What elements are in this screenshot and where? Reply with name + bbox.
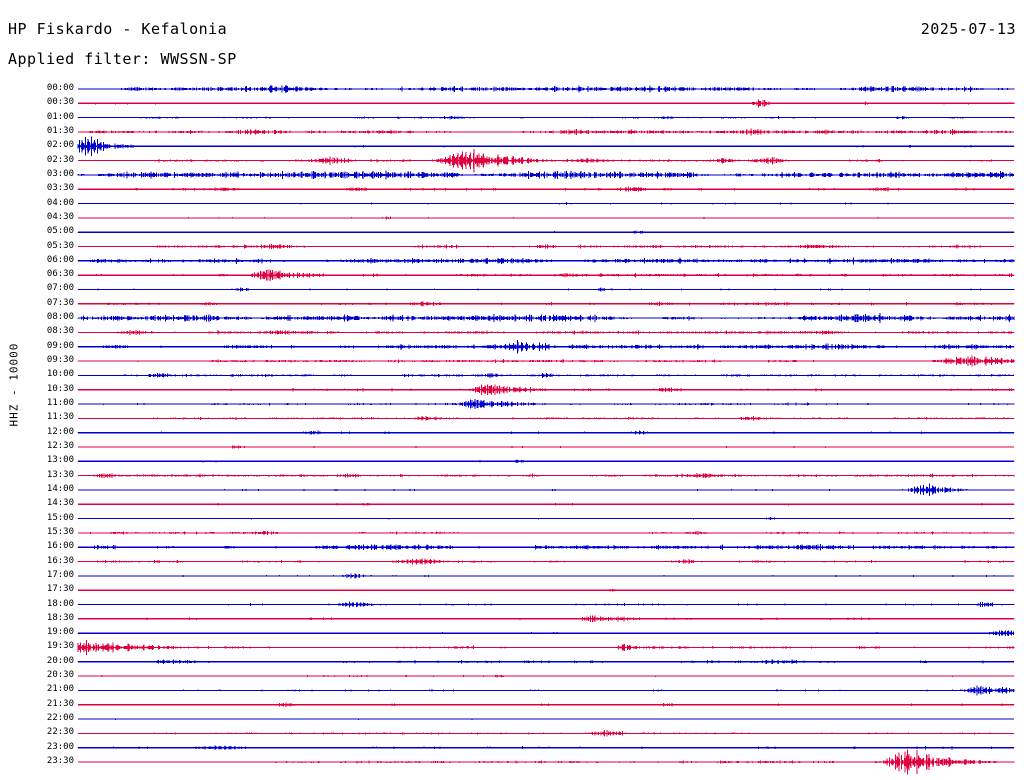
- time-tick-label: 14:00: [46, 483, 74, 494]
- time-tick-label: 16:00: [46, 541, 74, 552]
- time-tick-label: 21:00: [46, 684, 74, 695]
- time-axis-labels: 00:00 00:30 01:00 01:30 02:00 02:30 03:00 03:30…: [24, 78, 74, 778]
- time-tick-label: 23:00: [46, 741, 74, 752]
- time-tick-label: 14:30: [46, 498, 74, 509]
- time-tick-label: 16:30: [46, 555, 74, 566]
- time-tick-label: 09:00: [46, 340, 74, 351]
- time-tick-label: 05:30: [46, 240, 74, 251]
- time-tick-label: 12:00: [46, 426, 74, 437]
- time-tick-label: 15:30: [46, 526, 74, 537]
- time-tick-label: 03:00: [46, 168, 74, 179]
- time-tick-label: 03:30: [46, 183, 74, 194]
- time-tick-label: 13:00: [46, 455, 74, 466]
- page-title: HP Fiskardo - Kefalonia: [8, 20, 228, 38]
- time-tick-label: 20:00: [46, 655, 74, 666]
- time-tick-label: 11:30: [46, 412, 74, 423]
- time-tick-label: 01:30: [46, 125, 74, 136]
- time-tick-label: 06:00: [46, 254, 74, 265]
- applied-filter-label: Applied filter: WWSSN-SP: [8, 50, 237, 68]
- time-tick-label: 23:30: [46, 756, 74, 767]
- time-tick-label: 10:30: [46, 383, 74, 394]
- time-tick-label: 15:00: [46, 512, 74, 523]
- seismic-traces: [77, 85, 1015, 775]
- time-tick-label: 21:30: [46, 698, 74, 709]
- time-tick-label: 18:00: [46, 598, 74, 609]
- time-tick-label: 08:00: [46, 312, 74, 323]
- time-tick-label: 12:30: [46, 441, 74, 451]
- date-label: 2025-07-13: [920, 20, 1016, 38]
- time-tick-label: 04:30: [46, 211, 74, 222]
- time-tick-label: 17:30: [46, 584, 74, 595]
- time-tick-label: 19:30: [46, 641, 74, 652]
- time-tick-label: 18:30: [46, 612, 74, 623]
- time-tick-label: 02:30: [46, 154, 74, 165]
- time-tick-label: 19:00: [46, 627, 74, 638]
- time-tick-label: 09:30: [46, 355, 74, 366]
- time-tick-label: 22:30: [46, 727, 74, 738]
- time-tick-label: 00:30: [46, 97, 74, 108]
- time-tick-label: 02:00: [46, 140, 74, 151]
- time-tick-label: 06:30: [46, 269, 74, 280]
- time-tick-label: 22:00: [46, 713, 74, 724]
- time-tick-label: 08:30: [46, 326, 74, 337]
- time-tick-label: 11:00: [46, 398, 74, 409]
- time-tick-label: 00:00: [46, 83, 74, 93]
- time-tick-label: 07:30: [46, 297, 74, 308]
- helicorder-plot: 00:00 00:30 01:00 01:30 02:00 02:30 03:00 03:30…: [0, 78, 1024, 778]
- time-tick-label: 17:00: [46, 569, 74, 580]
- time-tick-label: 10:00: [46, 369, 74, 380]
- time-tick-label: 07:00: [46, 283, 74, 294]
- time-tick-label: 13:30: [46, 469, 74, 480]
- time-tick-label: 01:00: [46, 111, 74, 122]
- time-tick-label: 05:00: [46, 226, 74, 237]
- time-tick-label: 20:30: [46, 670, 74, 681]
- time-tick-label: 04:00: [46, 197, 74, 208]
